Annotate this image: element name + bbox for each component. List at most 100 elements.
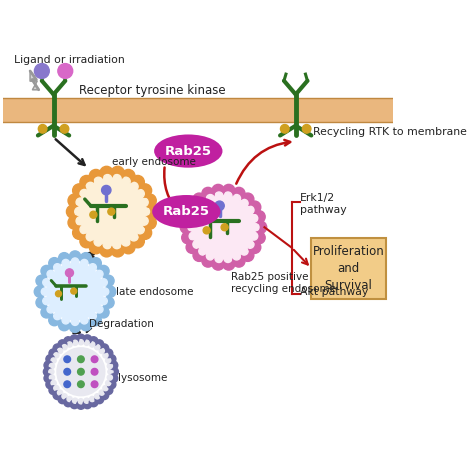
Circle shape — [43, 279, 50, 286]
Circle shape — [139, 198, 148, 207]
Circle shape — [108, 369, 113, 374]
Circle shape — [35, 64, 49, 78]
Circle shape — [41, 265, 52, 277]
Circle shape — [121, 237, 130, 246]
Circle shape — [281, 125, 289, 133]
Circle shape — [248, 241, 261, 254]
Circle shape — [91, 356, 98, 363]
Circle shape — [139, 217, 148, 225]
Circle shape — [64, 398, 73, 407]
Circle shape — [248, 201, 261, 213]
Circle shape — [110, 367, 118, 376]
Circle shape — [76, 217, 85, 225]
Circle shape — [233, 194, 241, 202]
Circle shape — [95, 340, 104, 348]
Circle shape — [240, 247, 248, 255]
Circle shape — [41, 307, 52, 318]
Circle shape — [81, 317, 88, 324]
Circle shape — [70, 400, 79, 409]
Circle shape — [108, 208, 115, 215]
Circle shape — [95, 394, 100, 399]
Text: Rab25: Rab25 — [165, 145, 212, 157]
Circle shape — [38, 125, 47, 133]
Circle shape — [69, 251, 81, 262]
Circle shape — [212, 184, 224, 197]
Circle shape — [242, 249, 254, 261]
Circle shape — [99, 348, 104, 354]
Circle shape — [76, 198, 85, 207]
Circle shape — [138, 184, 152, 197]
Circle shape — [103, 174, 112, 183]
Circle shape — [73, 398, 78, 403]
Circle shape — [224, 255, 232, 263]
Circle shape — [78, 340, 83, 345]
Circle shape — [250, 232, 258, 240]
Circle shape — [94, 177, 103, 186]
Circle shape — [206, 194, 214, 202]
Circle shape — [64, 381, 71, 388]
Circle shape — [143, 216, 156, 229]
Circle shape — [202, 255, 214, 267]
Circle shape — [109, 361, 118, 370]
Circle shape — [131, 235, 145, 248]
Circle shape — [193, 249, 205, 261]
Circle shape — [186, 241, 198, 254]
Circle shape — [242, 193, 254, 205]
Circle shape — [44, 367, 52, 376]
Text: Proliferation
and
Survival: Proliferation and Survival — [312, 245, 384, 292]
Circle shape — [49, 257, 60, 269]
Circle shape — [75, 207, 83, 216]
Circle shape — [193, 240, 201, 248]
Circle shape — [94, 237, 103, 246]
Circle shape — [250, 214, 258, 222]
Circle shape — [255, 221, 267, 233]
Circle shape — [206, 252, 214, 260]
Circle shape — [78, 356, 84, 363]
Circle shape — [46, 355, 55, 364]
Circle shape — [58, 64, 73, 78]
Circle shape — [215, 201, 224, 210]
Circle shape — [105, 286, 116, 297]
Circle shape — [122, 240, 135, 254]
Circle shape — [100, 391, 109, 400]
Circle shape — [49, 375, 55, 380]
Circle shape — [107, 364, 112, 369]
Circle shape — [104, 386, 113, 394]
Circle shape — [100, 244, 113, 257]
Circle shape — [89, 169, 102, 182]
Circle shape — [67, 396, 72, 401]
Circle shape — [80, 235, 93, 248]
Text: Rab25: Rab25 — [163, 205, 210, 218]
Circle shape — [122, 169, 135, 182]
Circle shape — [199, 200, 207, 207]
Circle shape — [100, 279, 107, 286]
Circle shape — [91, 381, 98, 388]
Circle shape — [81, 259, 88, 267]
Circle shape — [107, 375, 112, 380]
Circle shape — [233, 252, 241, 260]
Circle shape — [62, 345, 67, 350]
Circle shape — [80, 253, 91, 264]
Circle shape — [60, 125, 69, 133]
Circle shape — [189, 214, 197, 222]
Circle shape — [62, 259, 69, 267]
Circle shape — [59, 319, 70, 331]
Circle shape — [49, 314, 60, 326]
Text: late endosome: late endosome — [116, 287, 193, 297]
Circle shape — [36, 297, 47, 308]
Circle shape — [103, 297, 114, 308]
Text: Receptor tyrosine kinase: Receptor tyrosine kinase — [79, 84, 226, 97]
Circle shape — [62, 394, 67, 399]
Circle shape — [65, 269, 73, 277]
Circle shape — [302, 125, 311, 133]
Circle shape — [90, 396, 95, 401]
Circle shape — [89, 398, 98, 407]
Circle shape — [112, 174, 121, 183]
Circle shape — [67, 342, 72, 347]
Circle shape — [246, 206, 254, 214]
Circle shape — [54, 353, 59, 358]
Circle shape — [111, 244, 124, 257]
Circle shape — [90, 211, 97, 218]
Circle shape — [83, 335, 91, 344]
Circle shape — [34, 286, 46, 297]
